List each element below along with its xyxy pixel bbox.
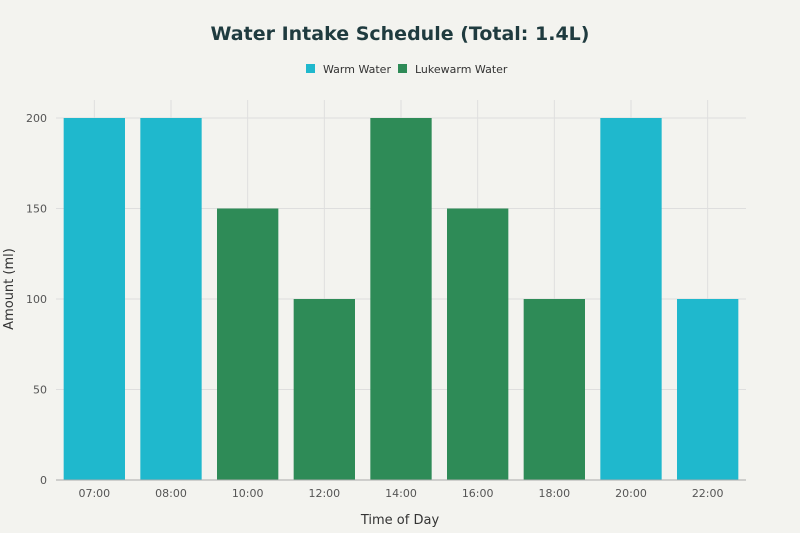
y-tick-label: 150 bbox=[26, 203, 47, 216]
bars bbox=[63, 118, 739, 480]
bar-1600 bbox=[447, 208, 509, 480]
bar-1200 bbox=[293, 299, 355, 480]
x-tick-label: 16:00 bbox=[462, 487, 494, 500]
x-tick-label: 20:00 bbox=[615, 487, 647, 500]
legend: Warm Water Lukewarm Water bbox=[306, 63, 508, 76]
bar-2200 bbox=[677, 299, 739, 480]
legend-swatch-lukewarm-water bbox=[398, 64, 407, 73]
x-tick-label: 14:00 bbox=[385, 487, 417, 500]
y-axis-title: Amount (ml) bbox=[2, 248, 17, 330]
bar-1000 bbox=[217, 208, 279, 480]
x-axis-ticks: 07:00 08:00 10:00 12:00 14:00 16:00 18:00 20:00… bbox=[78, 487, 723, 500]
bar-1400 bbox=[370, 118, 432, 480]
y-tick-label: 200 bbox=[26, 112, 47, 125]
y-tick-label: 50 bbox=[33, 384, 47, 397]
legend-label-lukewarm-water: Lukewarm Water bbox=[415, 63, 508, 76]
bar-2000 bbox=[600, 118, 662, 480]
bar-1800 bbox=[523, 299, 585, 480]
x-tick-label: 10:00 bbox=[232, 487, 264, 500]
chart-title: Water Intake Schedule (Total: 1.4L) bbox=[211, 23, 590, 45]
x-tick-label: 07:00 bbox=[78, 487, 110, 500]
x-tick-label: 22:00 bbox=[692, 487, 724, 500]
bar-0800 bbox=[140, 118, 202, 480]
x-tick-label: 12:00 bbox=[308, 487, 340, 500]
legend-label-warm-water: Warm Water bbox=[323, 63, 391, 76]
y-axis-ticks: 0 50 100 150 200 bbox=[26, 112, 47, 487]
x-tick-label: 08:00 bbox=[155, 487, 187, 500]
bar-0700 bbox=[63, 118, 125, 480]
x-axis-title: Time of Day bbox=[360, 513, 440, 528]
legend-swatch-warm-water bbox=[306, 64, 315, 73]
y-tick-label: 0 bbox=[40, 474, 47, 487]
x-tick-label: 18:00 bbox=[538, 487, 570, 500]
y-tick-label: 100 bbox=[26, 293, 47, 306]
